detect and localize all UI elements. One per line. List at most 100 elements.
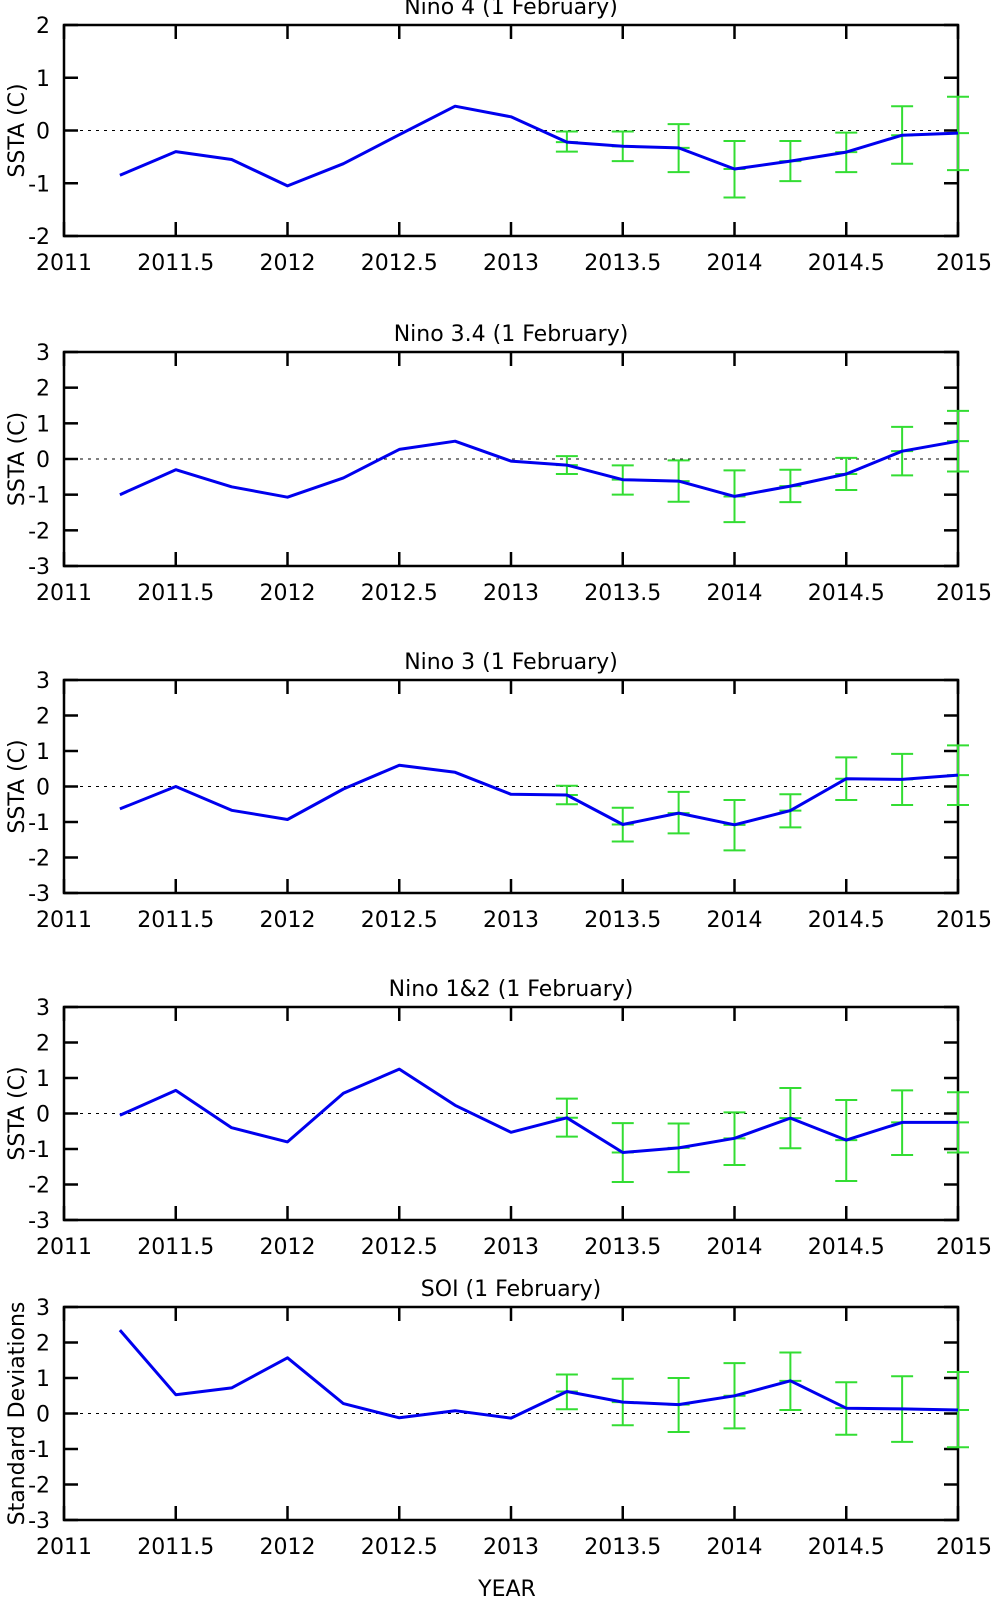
y-tick-label: 3	[36, 996, 50, 1021]
x-tick-label: 2013	[483, 251, 539, 276]
x-tick-label: 2011	[36, 1235, 92, 1260]
panel-4: 2011 2011.5 2012 2012.5 2013 2013.5 2014 2014.5…	[5, 977, 992, 1260]
x-tick-label: 2011.5	[137, 1535, 214, 1560]
y-tick-label: 3	[36, 1296, 50, 1321]
y-tick-label: 1	[36, 1367, 50, 1392]
x-tick-label: 2012.5	[361, 251, 438, 276]
x-axis-label: YEAR	[477, 1577, 536, 1600]
y-tick-label: 1	[36, 412, 50, 437]
x-tick-label: 2011.5	[137, 1235, 214, 1260]
x-tick-label: 2012.5	[361, 581, 438, 606]
x-tick-label: 2014	[707, 1535, 763, 1560]
series-line	[119, 763, 959, 827]
x-tick-label: 2014.5	[808, 1535, 885, 1560]
y-tick-label: -1	[28, 1438, 50, 1463]
y-tick-label: 3	[36, 341, 50, 366]
y-tick-label: -2	[28, 847, 50, 872]
y-tick-label: 2	[36, 1332, 50, 1357]
panel-1: 2011 2011.5 2012 2012.5 2013 2013.5 2014 2014.5…	[5, 0, 992, 276]
x-tick-label: 2011	[36, 1535, 92, 1560]
y-tick-label: -1	[28, 1138, 50, 1163]
panel-2: 2011 2011.5 2012 2012.5 2013 2013.5 2014 2014.5…	[5, 322, 992, 606]
x-tick-label: 2014	[707, 908, 763, 933]
x-tick-label: 2013	[483, 1235, 539, 1260]
y-axis-label: Standard Deviations	[5, 1302, 30, 1526]
y-tick-label: 1	[36, 67, 50, 92]
x-tick-label: 2013.5	[584, 251, 661, 276]
y-tick-label: 3	[36, 669, 50, 694]
x-tick-label: 2012.5	[361, 908, 438, 933]
y-tick-label: -3	[28, 1209, 50, 1234]
x-tick-label: 2011	[36, 251, 92, 276]
x-tick-label: 2013	[483, 1535, 539, 1560]
y-tick-label: 1	[36, 740, 50, 765]
y-tick-label: -2	[28, 225, 50, 250]
plot-frame	[62, 350, 960, 568]
y-tick-label: 2	[36, 377, 50, 402]
x-tick-label: 2012	[260, 581, 316, 606]
x-tick-label: 2011.5	[137, 908, 214, 933]
y-tick-label: 2	[36, 14, 50, 39]
x-tick-label: 2015	[936, 908, 992, 933]
series-line	[119, 1067, 958, 1154]
x-tick-label: 2015	[936, 581, 992, 606]
x-tick-label: 2013.5	[584, 1535, 661, 1560]
y-tick-label: -3	[28, 1509, 50, 1534]
y-axis-label: SSTA (C)	[5, 412, 30, 506]
x-tick-label: 2012	[260, 1535, 316, 1560]
x-tick-label: 2012.5	[361, 1535, 438, 1560]
x-tick-label: 2014	[707, 251, 763, 276]
x-tick-label: 2014.5	[808, 1235, 885, 1260]
x-tick-label: 2012	[260, 908, 316, 933]
y-tick-label: 2	[36, 1032, 50, 1057]
series-line	[118, 1329, 959, 1420]
x-tick-label: 2014	[707, 1235, 763, 1260]
x-tick-label: 2015	[936, 1535, 992, 1560]
x-tick-label: 2014	[707, 581, 763, 606]
panel-title: SOI (1 February)	[421, 1277, 601, 1302]
x-tick-label: 2015	[936, 1235, 992, 1260]
panel-5: 2011 2011.5 2012 2012.5 2013 2013.5 2014 2014.5…	[5, 1277, 992, 1600]
y-axis-label: SSTA (C)	[5, 1066, 30, 1160]
y-tick-label: 1	[36, 1067, 50, 1092]
panel-3: 2011 2011.5 2012 2012.5 2013 2013.5 2014 2014.5…	[5, 650, 992, 933]
y-tick-label: -1	[28, 172, 50, 197]
plot-frame	[62, 1005, 960, 1222]
x-tick-label: 2013	[483, 581, 539, 606]
y-tick-label: -2	[28, 519, 50, 544]
y-axis-label: SSTA (C)	[5, 739, 30, 833]
y-tick-label: 0	[36, 1103, 50, 1128]
x-tick-label: 2014.5	[808, 581, 885, 606]
x-tick-label: 2015	[936, 251, 992, 276]
series-line	[119, 439, 959, 499]
plot-frame	[62, 1305, 960, 1522]
x-tick-label: 2013	[483, 908, 539, 933]
x-tick-label: 2013.5	[584, 908, 661, 933]
x-tick-label: 2014.5	[808, 908, 885, 933]
series-line	[119, 104, 959, 188]
x-tick-label: 2012	[260, 251, 316, 276]
x-tick-label: 2011.5	[137, 581, 214, 606]
x-tick-label: 2014.5	[808, 251, 885, 276]
x-tick-label: 2012.5	[361, 1235, 438, 1260]
panel-title: Nino 4 (1 February)	[404, 0, 618, 20]
x-tick-label: 2011.5	[137, 251, 214, 276]
x-tick-label: 2013.5	[584, 1235, 661, 1260]
x-tick-label: 2012	[260, 1235, 316, 1260]
x-tick-label: 2011	[36, 581, 92, 606]
panel-title: Nino 3.4 (1 February)	[394, 322, 629, 347]
y-tick-label: -3	[28, 882, 50, 907]
y-axis-label: SSTA (C)	[5, 83, 30, 177]
y-tick-label: 2	[36, 705, 50, 730]
y-tick-label: 0	[36, 1403, 50, 1428]
y-tick-label: 0	[36, 448, 50, 473]
y-tick-label: -1	[28, 811, 50, 836]
x-tick-label: 2011	[36, 908, 92, 933]
plot-frame	[62, 678, 960, 895]
x-tick-label: 2013.5	[584, 581, 661, 606]
panel-title: Nino 3 (1 February)	[404, 650, 618, 675]
panel-title: Nino 1&2 (1 February)	[389, 977, 634, 1002]
y-tick-label: -1	[28, 484, 50, 509]
y-tick-label: -2	[28, 1174, 50, 1199]
